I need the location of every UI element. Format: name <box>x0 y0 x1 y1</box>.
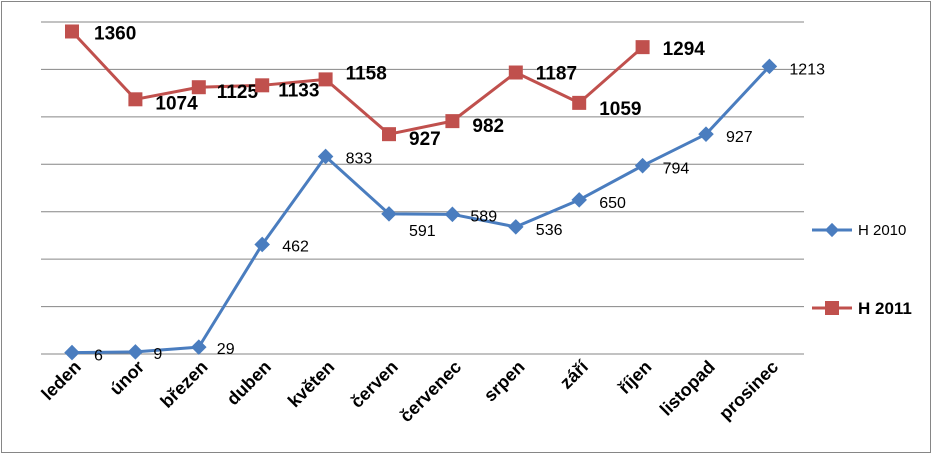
data-label-h-2011: 1125 <box>217 82 259 103</box>
legend-label-h-2010: H 2010 <box>858 222 906 239</box>
data-point-h-2011 <box>382 127 396 142</box>
data-point-h-2010 <box>64 344 80 361</box>
data-label-h-2011: 1158 <box>346 63 387 84</box>
series-line-h-2010 <box>71 65 771 355</box>
data-label-h-2010: 6 <box>94 348 103 365</box>
data-label-h-2010: 794 <box>663 161 690 178</box>
data-label-h-2010: 462 <box>282 238 309 255</box>
data-point-h-2010 <box>127 344 144 360</box>
x-tick-label: prosinec <box>715 357 782 424</box>
x-axis-labels: leden únor březen duben květen červenčervenec… <box>37 356 782 426</box>
series-line-h-2011 <box>70 30 644 136</box>
data-label-h-2011: 1074 <box>155 93 198 114</box>
data-point-h-2010 <box>381 206 397 222</box>
data-point-h-2010 <box>191 339 207 355</box>
data-label-h-2011: 1294 <box>663 39 706 60</box>
data-point-h-2011 <box>572 95 587 110</box>
data-label-h-2011: 1059 <box>599 99 641 120</box>
data-label-h-2010: 29 <box>217 341 235 358</box>
x-tick-label: říjen <box>614 357 655 398</box>
series-h-2010: 6 9 29 462 833 591 589 536 650 794 927 1213 <box>64 58 825 365</box>
data-label-h-2011: 982 <box>472 116 504 137</box>
legend-item-h-2011: H 2011 <box>812 299 912 318</box>
data-point-h-2010 <box>317 148 334 165</box>
data-point-h-2010 <box>634 157 651 174</box>
data-label-h-2010: 1213 <box>789 61 825 78</box>
data-point-h-2011 <box>128 92 143 107</box>
x-tick-label: listopad <box>656 357 719 420</box>
x-tick-label: září <box>556 356 593 393</box>
x-tick-label: duben <box>223 357 275 409</box>
data-label-h-2010: 833 <box>346 150 373 167</box>
x-tick-label: červenec <box>396 357 465 426</box>
series-h-2011: 1360 1074 1125 1133 1158 927 982 1187 1059 1294 <box>65 23 705 150</box>
data-label-h-2011: 1133 <box>278 80 319 101</box>
x-tick-label: březen <box>156 357 211 412</box>
data-point-h-2011 <box>508 65 523 80</box>
x-tick-label: leden <box>37 357 84 404</box>
legend-label-h-2011: H 2011 <box>858 299 912 318</box>
x-tick-label: srpen <box>480 357 529 406</box>
data-label-h-2011: 1360 <box>94 23 136 44</box>
data-point-h-2010 <box>254 236 270 253</box>
legend-marker-h-2010 <box>824 222 840 238</box>
data-label-h-2010: 650 <box>599 195 626 212</box>
data-point-h-2011 <box>318 72 333 87</box>
data-label-h-2010: 589 <box>470 208 497 225</box>
data-point-h-2011 <box>65 24 79 39</box>
data-point-h-2011 <box>255 78 270 93</box>
x-tick-label: červen <box>347 357 402 412</box>
data-point-h-2011 <box>445 114 460 129</box>
data-point-h-2011 <box>635 40 650 55</box>
x-tick-label: květen <box>284 357 338 411</box>
x-tick-label: únor <box>106 357 148 399</box>
data-label-h-2010: 536 <box>536 222 563 239</box>
data-label-h-2010: 927 <box>726 129 753 146</box>
data-label-h-2011: 927 <box>409 129 441 150</box>
data-point-h-2010 <box>508 219 524 235</box>
data-label-h-2010: 591 <box>409 223 436 240</box>
legend: H 2010 H 2011 <box>812 222 912 318</box>
data-label-h-2011: 1187 <box>536 64 577 85</box>
legend-item-h-2010: H 2010 <box>812 222 906 239</box>
data-point-h-2010 <box>444 206 461 223</box>
data-point-h-2010 <box>571 192 587 208</box>
gridlines <box>41 21 804 355</box>
data-point-h-2011 <box>191 80 206 95</box>
legend-marker-h-2011 <box>825 301 839 315</box>
data-label-h-2010: 9 <box>153 346 162 363</box>
